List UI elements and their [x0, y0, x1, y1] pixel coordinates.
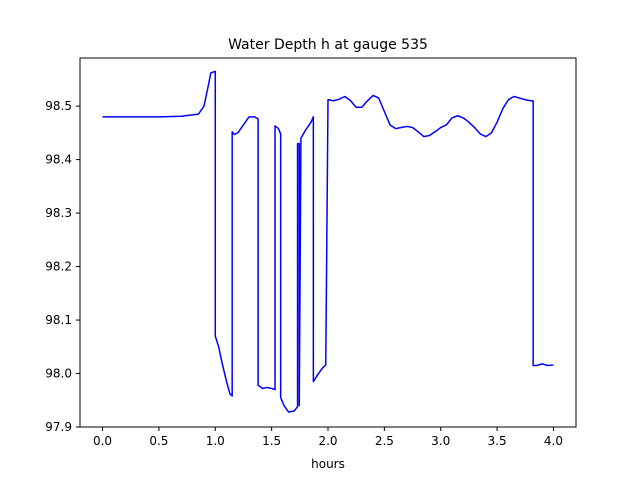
x-tick-label: 3.0	[431, 434, 450, 448]
y-tick-label: 98.4	[45, 153, 72, 167]
plot-frame	[79, 57, 577, 428]
y-tick-label: 98.3	[45, 206, 72, 220]
x-axis-label: hours	[311, 457, 345, 471]
axis-ticks: 0.0 0.5 1.0 1.5 2.0 2.5 3.0 3.5 4.0 97.9 98.0 98.1 9…	[45, 99, 563, 448]
y-tick-label: 98.5	[45, 99, 72, 113]
y-tick-label: 97.9	[45, 420, 72, 434]
y-tick-label: 98.2	[45, 260, 72, 274]
series-line-0	[102, 70, 554, 413]
x-tick-label: 1.5	[262, 434, 281, 448]
x-tick-label: 3.5	[488, 434, 507, 448]
y-tick-label: 98.1	[45, 313, 72, 327]
plot-area	[102, 70, 554, 413]
x-tick-label: 4.0	[544, 434, 563, 448]
x-tick-label: 2.5	[375, 434, 394, 448]
x-tick-label: 1.0	[206, 434, 225, 448]
chart-title: Water Depth h at gauge 535	[228, 37, 428, 53]
x-tick-label: 0.0	[93, 434, 112, 448]
y-tick-label: 98.0	[45, 367, 72, 381]
x-tick-label: 0.5	[149, 434, 168, 448]
x-tick-label: 2.0	[318, 434, 337, 448]
